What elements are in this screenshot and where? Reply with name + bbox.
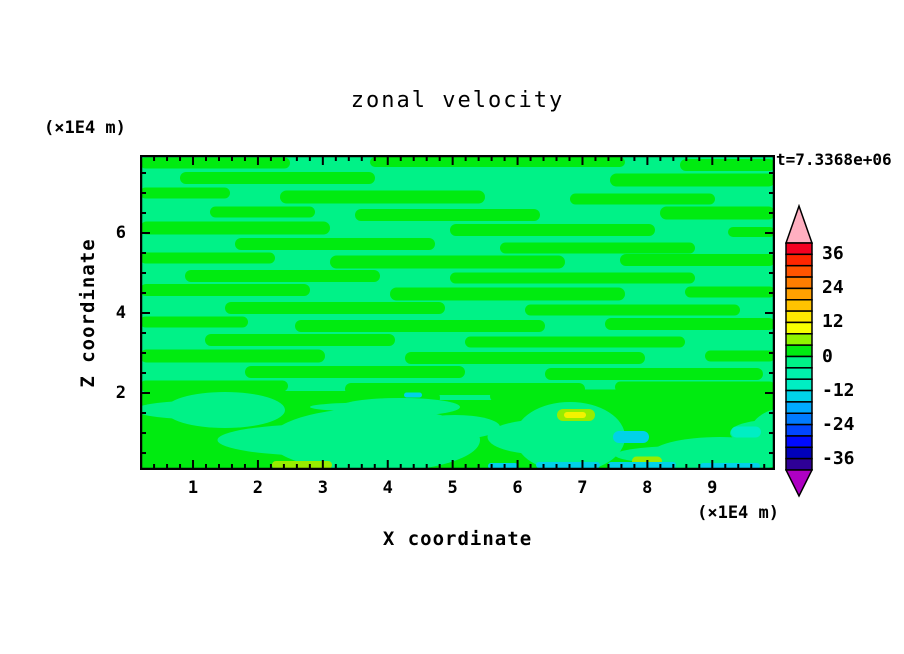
colorbar-label: 24: [822, 277, 844, 299]
colorbar-under-arrow: [784, 469, 814, 498]
colorbar-band: [785, 378, 813, 392]
contour-streak: [205, 334, 395, 346]
contour-streak: [140, 187, 230, 199]
colorbar-band: [785, 287, 813, 301]
x-tick-label: 7: [577, 478, 588, 498]
x-tick-label: 2: [252, 478, 264, 498]
contour-accent: [608, 462, 676, 468]
page-title: zonal velocity: [350, 88, 565, 113]
colorbar-label: -12: [822, 379, 855, 401]
contour-streak: [140, 252, 275, 264]
colorbar-band: [785, 333, 813, 346]
y-tick-label: 2: [115, 383, 126, 403]
axis-unit-label-bottom: (×1E4 m): [697, 503, 779, 523]
x-tick-label: 3: [317, 478, 328, 498]
colorbar-band: [785, 435, 813, 449]
colorbar-band: [785, 389, 813, 403]
time-annotation: t=7.3368e+06: [776, 150, 892, 169]
colorbar-band: [785, 321, 813, 335]
x-tick-label: 8: [642, 478, 653, 498]
contour-streak: [705, 350, 775, 362]
contour-accent: [700, 463, 760, 469]
contour-streak: [545, 368, 763, 380]
contour-accent: [536, 462, 600, 468]
y-tick-label: 4: [115, 303, 126, 323]
colorbar-band: [785, 253, 813, 267]
contour-streak: [660, 206, 775, 220]
contour-streak: [465, 336, 685, 348]
contour-streak: [140, 157, 290, 169]
contour-streak: [500, 242, 695, 254]
colorbar-band: [785, 242, 813, 256]
contour-accent: [564, 412, 586, 418]
colorbar-band: [785, 264, 813, 278]
plot-area: [140, 155, 775, 470]
contour-streak: [225, 302, 445, 314]
colorbar-band: [785, 344, 813, 358]
contour-streak: [235, 238, 435, 250]
colorbar-band: [785, 446, 813, 460]
contour-streak: [330, 255, 565, 269]
colorbar-band: [785, 355, 813, 369]
x-tick-label: 4: [382, 478, 393, 498]
colorbar-label: 12: [822, 311, 844, 333]
contour-streak: [140, 221, 330, 235]
contour-streak: [728, 227, 775, 237]
contour-streak: [570, 193, 715, 205]
x-tick-label: 6: [512, 478, 523, 498]
contour-streak: [210, 206, 315, 218]
contour-streak: [185, 270, 380, 282]
colorbar-band: [785, 423, 813, 437]
colorbar-label: 36: [822, 243, 844, 265]
contour-streak: [390, 287, 625, 301]
contour-streak: [525, 304, 740, 316]
contour-streak: [140, 284, 310, 296]
contour-streak: [355, 209, 540, 221]
y-tick-label: 6: [115, 222, 126, 243]
contour-streak: [140, 316, 248, 328]
contour-streak: [295, 320, 545, 332]
x-tick-label: 5: [447, 478, 458, 498]
colorbar-label: -36: [822, 447, 855, 469]
colorbar-band: [785, 412, 813, 426]
contour-streak: [685, 286, 775, 298]
contour-streak: [140, 349, 325, 363]
contour-streak: [620, 254, 775, 266]
colorbar-band: [785, 310, 813, 324]
contour-plot: [140, 155, 775, 470]
contour-accent: [731, 426, 761, 438]
colorbar-label: -24: [822, 413, 855, 435]
contour-streak: [680, 159, 775, 171]
colorbar: [784, 203, 814, 498]
contour-streak: [450, 272, 695, 284]
contour-accent: [613, 431, 649, 443]
contour-streak: [610, 173, 775, 187]
colorbar-band: [785, 401, 813, 414]
x-tick-label: 1: [187, 478, 199, 498]
contour-accent: [272, 461, 332, 469]
x-tick-label: 9: [707, 478, 718, 498]
contour-streak: [450, 224, 655, 236]
contour-streak: [490, 389, 775, 403]
contour-streak: [605, 318, 775, 330]
colorbar-over-arrow: [784, 203, 814, 244]
colorbar-label: 0: [822, 345, 833, 367]
contour-streak: [405, 352, 645, 364]
colorbar-band: [785, 367, 813, 380]
contour-streak: [370, 157, 625, 167]
contour-streak: [180, 172, 375, 184]
contour-accent: [488, 463, 518, 469]
contour-streak: [140, 380, 288, 392]
colorbar-scale: [784, 203, 814, 498]
axis-unit-label-top: (×1E4 m): [44, 118, 126, 138]
contour-accent: [404, 392, 422, 398]
contour-streak: [245, 366, 465, 378]
contour-streak: [280, 190, 485, 204]
colorbar-band: [785, 299, 813, 312]
colorbar-band: [785, 457, 813, 471]
x-axis-label: X coordinate: [382, 528, 533, 550]
colorbar-band: [785, 276, 813, 290]
